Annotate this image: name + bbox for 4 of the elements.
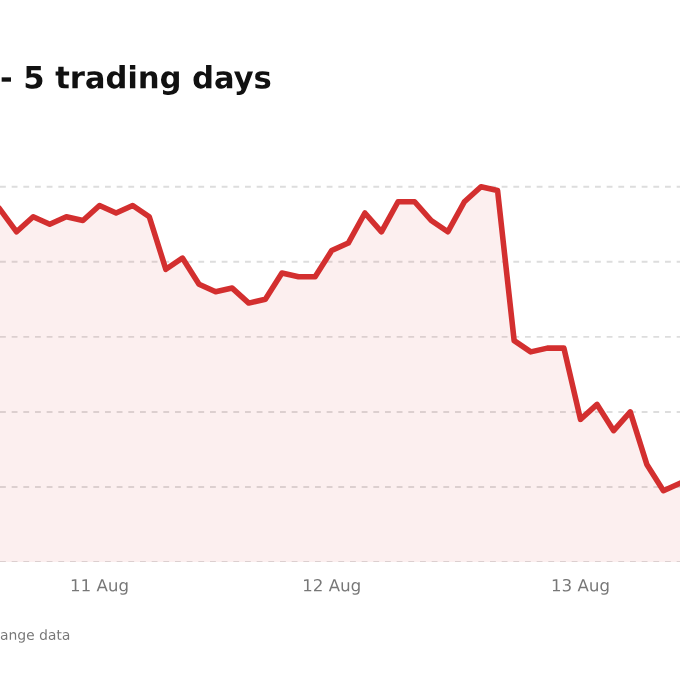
x-tick-label: 12 Aug	[304, 578, 360, 595]
chart-title: - 5 trading days	[1, 65, 271, 95]
x-tick-label: 13 Aug	[552, 578, 609, 595]
x-tick-label: 11 Aug	[71, 579, 128, 595]
